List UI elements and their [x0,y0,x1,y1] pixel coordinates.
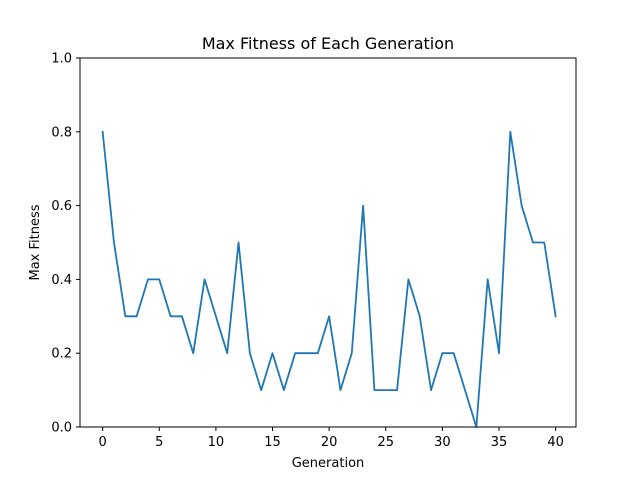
x-tick-label: 15 [264,435,281,450]
x-tick-label: 10 [208,435,225,450]
y-axis-label: Max Fitness [28,204,43,280]
x-tick-label: 20 [321,435,338,450]
x-tick-label: 5 [155,435,163,450]
plot-area [101,130,557,428]
axis-ticks: 0 5 10 15 20 25 30 35 40 0.0 0.2 0.4 0.6 0.8 1.0 [51,52,564,451]
y-tick-label: 0.6 [51,199,72,214]
x-tick-label: 40 [547,435,564,450]
y-tick-label: 0.0 [51,421,72,436]
y-tick-label: 0.2 [51,347,72,362]
y-tick-label: 0.4 [51,273,72,288]
x-tick-label: 30 [434,435,451,450]
plot-frame [79,57,577,428]
y-tick-label: 0.8 [51,125,72,140]
series-line-0 [101,130,557,428]
y-tick-label: 1.0 [51,52,72,67]
x-tick-label: 35 [491,435,508,450]
x-tick-label: 25 [377,435,394,450]
chart-title: Max Fitness of Each Generation [202,34,454,53]
x-axis-label: Generation [292,456,365,471]
x-tick-label: 0 [99,435,107,450]
